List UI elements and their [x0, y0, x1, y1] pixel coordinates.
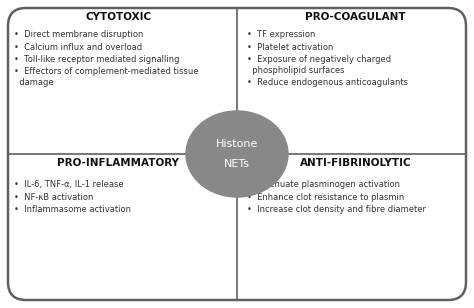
Ellipse shape [186, 111, 288, 197]
Text: •  Effectors of complement-mediated tissue
  damage: • Effectors of complement-mediated tissu… [14, 67, 199, 87]
Text: •  NF-κB activation: • NF-κB activation [14, 192, 93, 201]
FancyBboxPatch shape [8, 8, 466, 300]
Text: •  Calcium influx and overload: • Calcium influx and overload [14, 43, 142, 51]
Text: ANTI-FIBRINOLYTIC: ANTI-FIBRINOLYTIC [300, 158, 411, 168]
Text: Histone: Histone [216, 139, 258, 149]
Text: PRO-INFLAMMATORY: PRO-INFLAMMATORY [57, 158, 180, 168]
Text: •  Inflammasome activation: • Inflammasome activation [14, 205, 131, 214]
Text: •  Increase clot density and fibre diameter: • Increase clot density and fibre diamet… [247, 205, 426, 214]
Text: CYTOTOXIC: CYTOTOXIC [85, 12, 152, 22]
Text: •  Platelet activation: • Platelet activation [247, 43, 333, 51]
Text: NETs: NETs [224, 159, 250, 169]
Text: •  TF expression: • TF expression [247, 30, 315, 39]
Text: •  Attenuate plasminogen activation: • Attenuate plasminogen activation [247, 180, 400, 189]
Text: •  Exposure of negatively charged
  phospholipid surfaces: • Exposure of negatively charged phospho… [247, 55, 391, 75]
Text: •  IL-6, TNF-α, IL-1 release: • IL-6, TNF-α, IL-1 release [14, 180, 124, 189]
Text: •  Direct membrane disruption: • Direct membrane disruption [14, 30, 143, 39]
Text: •  Reduce endogenous anticoagulants: • Reduce endogenous anticoagulants [247, 78, 408, 87]
Text: •  Toll-like receptor mediated signalling: • Toll-like receptor mediated signalling [14, 55, 180, 64]
Text: PRO-COAGULANT: PRO-COAGULANT [305, 12, 406, 22]
Text: •  Enhance clot resistance to plasmin: • Enhance clot resistance to plasmin [247, 192, 404, 201]
